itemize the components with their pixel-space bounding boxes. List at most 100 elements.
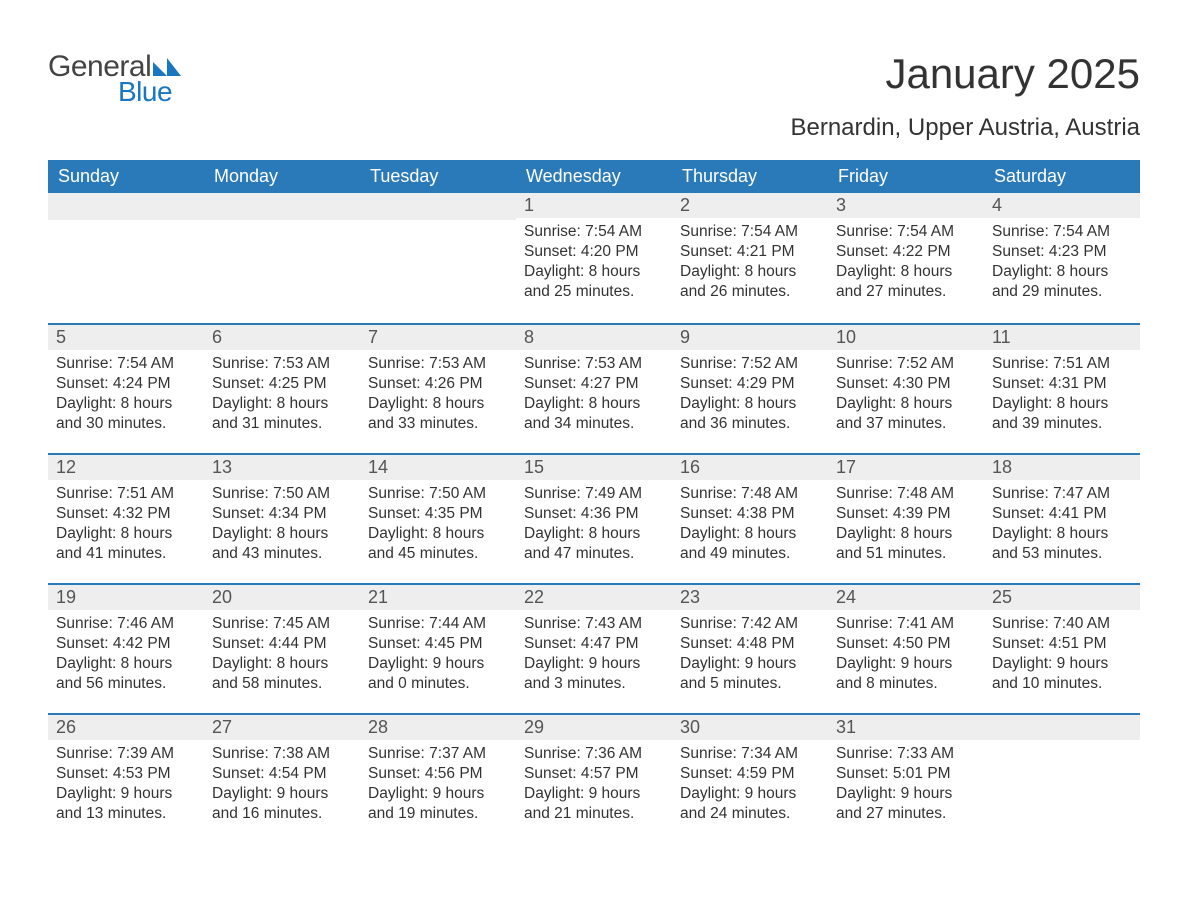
- daylight-line-2: and 13 minutes.: [56, 804, 196, 824]
- calendar-week-row: 1Sunrise: 7:54 AMSunset: 4:20 PMDaylight…: [48, 193, 1140, 323]
- daylight-line-2: and 37 minutes.: [836, 414, 976, 434]
- daylight-line-2: and 5 minutes.: [680, 674, 820, 694]
- day-number-bar: 31: [828, 713, 984, 740]
- weekday-header-cell: Thursday: [672, 160, 828, 193]
- sunrise-line: Sunrise: 7:54 AM: [524, 222, 664, 242]
- day-body: Sunrise: 7:45 AMSunset: 4:44 PMDaylight:…: [204, 610, 360, 703]
- day-number-bar: 6: [204, 323, 360, 350]
- sunrise-line: Sunrise: 7:44 AM: [368, 614, 508, 634]
- sunset-line: Sunset: 5:01 PM: [836, 764, 976, 784]
- day-number-bar: 22: [516, 583, 672, 610]
- day-number-bar: 20: [204, 583, 360, 610]
- day-number-bar-empty: [48, 193, 204, 220]
- day-number-bar: 2: [672, 193, 828, 218]
- sunrise-line: Sunrise: 7:54 AM: [56, 354, 196, 374]
- sunset-line: Sunset: 4:48 PM: [680, 634, 820, 654]
- daylight-line-1: Daylight: 8 hours: [368, 394, 508, 414]
- sunset-line: Sunset: 4:39 PM: [836, 504, 976, 524]
- calendar-table: SundayMondayTuesdayWednesdayThursdayFrid…: [48, 160, 1140, 843]
- day-body: Sunrise: 7:33 AMSunset: 5:01 PMDaylight:…: [828, 740, 984, 833]
- sunrise-line: Sunrise: 7:48 AM: [836, 484, 976, 504]
- sunrise-line: Sunrise: 7:54 AM: [836, 222, 976, 242]
- sunset-line: Sunset: 4:35 PM: [368, 504, 508, 524]
- weekday-header-cell: Wednesday: [516, 160, 672, 193]
- daylight-line-2: and 30 minutes.: [56, 414, 196, 434]
- sunrise-line: Sunrise: 7:43 AM: [524, 614, 664, 634]
- day-number-bar: 27: [204, 713, 360, 740]
- daylight-line-1: Daylight: 8 hours: [992, 262, 1132, 282]
- day-number-bar: 1: [516, 193, 672, 218]
- day-number-bar: 29: [516, 713, 672, 740]
- calendar-day-cell: 26Sunrise: 7:39 AMSunset: 4:53 PMDayligh…: [48, 713, 204, 843]
- day-number-bar: 17: [828, 453, 984, 480]
- day-body: Sunrise: 7:53 AMSunset: 4:26 PMDaylight:…: [360, 350, 516, 443]
- calendar-day-cell: 30Sunrise: 7:34 AMSunset: 4:59 PMDayligh…: [672, 713, 828, 843]
- day-body: Sunrise: 7:54 AMSunset: 4:20 PMDaylight:…: [516, 218, 672, 311]
- daylight-line-2: and 21 minutes.: [524, 804, 664, 824]
- daylight-line-2: and 47 minutes.: [524, 544, 664, 564]
- daylight-line-2: and 31 minutes.: [212, 414, 352, 434]
- day-number-bar: 12: [48, 453, 204, 480]
- calendar-day-cell: 1Sunrise: 7:54 AMSunset: 4:20 PMDaylight…: [516, 193, 672, 323]
- daylight-line-1: Daylight: 8 hours: [56, 524, 196, 544]
- sunset-line: Sunset: 4:31 PM: [992, 374, 1132, 394]
- sunset-line: Sunset: 4:26 PM: [368, 374, 508, 394]
- day-body: Sunrise: 7:43 AMSunset: 4:47 PMDaylight:…: [516, 610, 672, 703]
- sunrise-line: Sunrise: 7:52 AM: [836, 354, 976, 374]
- calendar-day-cell: 5Sunrise: 7:54 AMSunset: 4:24 PMDaylight…: [48, 323, 204, 453]
- sunrise-line: Sunrise: 7:53 AM: [212, 354, 352, 374]
- daylight-line-2: and 26 minutes.: [680, 282, 820, 302]
- sunrise-line: Sunrise: 7:33 AM: [836, 744, 976, 764]
- day-body: Sunrise: 7:34 AMSunset: 4:59 PMDaylight:…: [672, 740, 828, 833]
- sunset-line: Sunset: 4:38 PM: [680, 504, 820, 524]
- sunset-line: Sunset: 4:44 PM: [212, 634, 352, 654]
- sunset-line: Sunset: 4:25 PM: [212, 374, 352, 394]
- daylight-line-1: Daylight: 9 hours: [368, 654, 508, 674]
- daylight-line-2: and 49 minutes.: [680, 544, 820, 564]
- weekday-header-cell: Saturday: [984, 160, 1140, 193]
- daylight-line-1: Daylight: 9 hours: [992, 654, 1132, 674]
- header: General Blue January 2025: [48, 50, 1140, 108]
- day-body: Sunrise: 7:39 AMSunset: 4:53 PMDaylight:…: [48, 740, 204, 833]
- calendar-day-cell: [48, 193, 204, 323]
- day-body: Sunrise: 7:42 AMSunset: 4:48 PMDaylight:…: [672, 610, 828, 703]
- daylight-line-2: and 45 minutes.: [368, 544, 508, 564]
- daylight-line-2: and 39 minutes.: [992, 414, 1132, 434]
- day-number-bar: 3: [828, 193, 984, 218]
- calendar-day-cell: 17Sunrise: 7:48 AMSunset: 4:39 PMDayligh…: [828, 453, 984, 583]
- sunrise-line: Sunrise: 7:34 AM: [680, 744, 820, 764]
- sunrise-line: Sunrise: 7:47 AM: [992, 484, 1132, 504]
- sunset-line: Sunset: 4:57 PM: [524, 764, 664, 784]
- daylight-line-1: Daylight: 8 hours: [992, 394, 1132, 414]
- weekday-header-row: SundayMondayTuesdayWednesdayThursdayFrid…: [48, 160, 1140, 193]
- daylight-line-1: Daylight: 8 hours: [56, 394, 196, 414]
- daylight-line-1: Daylight: 9 hours: [524, 654, 664, 674]
- page-title: January 2025: [885, 50, 1140, 98]
- daylight-line-1: Daylight: 8 hours: [368, 524, 508, 544]
- day-number-bar: 10: [828, 323, 984, 350]
- day-number-bar: 18: [984, 453, 1140, 480]
- sunrise-line: Sunrise: 7:54 AM: [680, 222, 820, 242]
- day-body: Sunrise: 7:36 AMSunset: 4:57 PMDaylight:…: [516, 740, 672, 833]
- calendar-day-cell: 7Sunrise: 7:53 AMSunset: 4:26 PMDaylight…: [360, 323, 516, 453]
- daylight-line-1: Daylight: 8 hours: [992, 524, 1132, 544]
- sunset-line: Sunset: 4:22 PM: [836, 242, 976, 262]
- calendar-day-cell: 24Sunrise: 7:41 AMSunset: 4:50 PMDayligh…: [828, 583, 984, 713]
- daylight-line-1: Daylight: 8 hours: [524, 262, 664, 282]
- calendar-day-cell: [360, 193, 516, 323]
- day-number-bar: 11: [984, 323, 1140, 350]
- day-body: Sunrise: 7:38 AMSunset: 4:54 PMDaylight:…: [204, 740, 360, 833]
- sunset-line: Sunset: 4:30 PM: [836, 374, 976, 394]
- day-number-bar: 28: [360, 713, 516, 740]
- calendar-day-cell: 29Sunrise: 7:36 AMSunset: 4:57 PMDayligh…: [516, 713, 672, 843]
- daylight-line-2: and 16 minutes.: [212, 804, 352, 824]
- day-body: Sunrise: 7:53 AMSunset: 4:27 PMDaylight:…: [516, 350, 672, 443]
- daylight-line-2: and 58 minutes.: [212, 674, 352, 694]
- calendar-day-cell: 23Sunrise: 7:42 AMSunset: 4:48 PMDayligh…: [672, 583, 828, 713]
- daylight-line-2: and 33 minutes.: [368, 414, 508, 434]
- sunrise-line: Sunrise: 7:54 AM: [992, 222, 1132, 242]
- day-body: Sunrise: 7:54 AMSunset: 4:21 PMDaylight:…: [672, 218, 828, 311]
- day-body-empty: [360, 220, 516, 232]
- calendar-day-cell: 11Sunrise: 7:51 AMSunset: 4:31 PMDayligh…: [984, 323, 1140, 453]
- sunrise-line: Sunrise: 7:48 AM: [680, 484, 820, 504]
